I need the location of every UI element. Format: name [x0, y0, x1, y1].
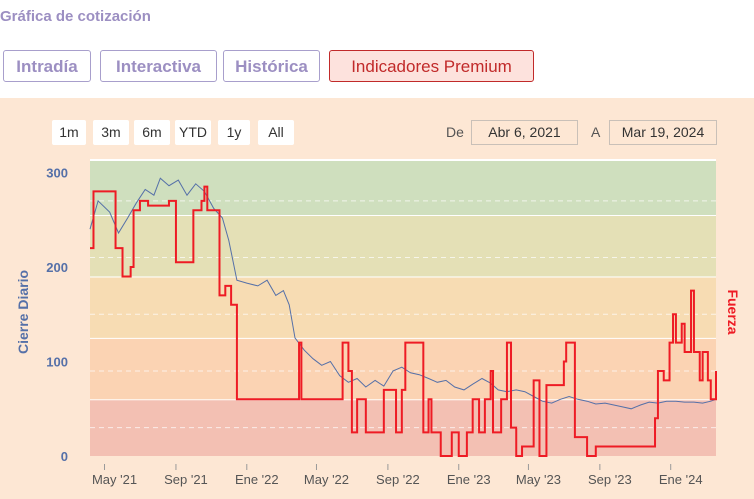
- range-button-1m[interactable]: 1m: [52, 120, 86, 145]
- x-tick-label: Sep '22: [376, 472, 420, 487]
- range-button-all[interactable]: All: [258, 120, 294, 145]
- x-tick-label: Ene '24: [659, 472, 703, 487]
- date-from-input[interactable]: Abr 6, 2021: [471, 120, 578, 145]
- y-tick-label: 100: [46, 355, 68, 370]
- y2-axis-label: Fuerza: [725, 289, 741, 334]
- strength-bands: [90, 159, 716, 456]
- x-tick-label: Sep '21: [164, 472, 208, 487]
- x-tick-label: Ene '23: [447, 472, 491, 487]
- x-tick-label: Ene '22: [235, 472, 279, 487]
- x-tick-label: Sep '23: [588, 472, 632, 487]
- tab-historica[interactable]: Histórica: [223, 50, 320, 82]
- range-button-1y[interactable]: 1y: [218, 120, 250, 145]
- y-tick-label: 200: [46, 260, 68, 275]
- date-from-label: De: [446, 124, 464, 140]
- tab-indicadores-premium[interactable]: Indicadores Premium: [329, 50, 534, 82]
- x-axis-ticks: May '21 Sep '21 Ene '22 May '22 Sep '22 Ene '…: [92, 464, 703, 487]
- date-to-input[interactable]: Mar 19, 2024: [609, 120, 717, 145]
- y-tick-label: 0: [61, 449, 68, 464]
- y-tick-label: 300: [46, 166, 68, 181]
- tab-interactiva[interactable]: Interactiva: [100, 50, 217, 82]
- tab-intradia[interactable]: Intradía: [3, 50, 91, 82]
- x-tick-label: May '22: [304, 472, 349, 487]
- range-button-3m[interactable]: 3m: [93, 120, 129, 145]
- date-to-label: A: [591, 124, 601, 140]
- y-axis-label: Cierre Diario: [15, 270, 31, 354]
- y-axis-ticks: 0 100 200 300: [46, 166, 68, 465]
- range-button-6m[interactable]: 6m: [134, 120, 170, 145]
- x-tick-label: May '21: [92, 472, 137, 487]
- band-4: [90, 160, 716, 216]
- x-tick-label: May '23: [516, 472, 561, 487]
- series-line-cierre: [89, 177, 717, 410]
- band-2: [90, 276, 716, 338]
- page-title: Gráfica de cotización: [0, 8, 151, 25]
- range-button-ytd[interactable]: YTD: [175, 120, 211, 145]
- series-lines: [89, 177, 717, 457]
- band-3: [90, 215, 716, 277]
- series-line-fuerza: [90, 185, 717, 457]
